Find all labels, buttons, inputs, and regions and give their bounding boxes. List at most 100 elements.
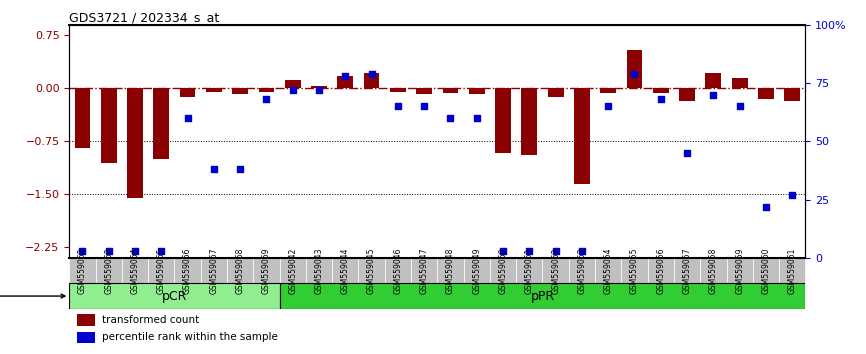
Bar <box>77 314 95 326</box>
Bar <box>547 88 564 97</box>
Bar <box>627 50 643 88</box>
FancyBboxPatch shape <box>437 258 463 283</box>
Text: GSM559053: GSM559053 <box>578 247 586 294</box>
Text: transformed count: transformed count <box>102 315 200 325</box>
Bar <box>180 88 196 97</box>
Point <box>312 87 326 93</box>
Point <box>496 248 510 254</box>
Text: GSM559044: GSM559044 <box>341 247 350 294</box>
FancyBboxPatch shape <box>542 258 569 283</box>
Text: GSM559042: GSM559042 <box>288 247 297 294</box>
Bar <box>364 73 379 88</box>
Text: GSM559062: GSM559062 <box>78 247 87 294</box>
FancyBboxPatch shape <box>280 283 805 309</box>
Bar <box>206 88 222 92</box>
Text: GSM559048: GSM559048 <box>446 247 455 294</box>
Bar <box>443 88 458 93</box>
Bar <box>153 88 169 159</box>
FancyBboxPatch shape <box>674 258 701 283</box>
Text: GSM559045: GSM559045 <box>367 247 376 294</box>
FancyBboxPatch shape <box>622 258 648 283</box>
FancyBboxPatch shape <box>385 258 411 283</box>
Text: pCR: pCR <box>162 290 187 303</box>
Text: GSM559059: GSM559059 <box>735 247 744 294</box>
Text: GSM559052: GSM559052 <box>551 247 560 294</box>
Text: GSM559046: GSM559046 <box>393 247 403 294</box>
Text: percentile rank within the sample: percentile rank within the sample <box>102 332 278 342</box>
FancyBboxPatch shape <box>253 258 280 283</box>
FancyBboxPatch shape <box>95 258 122 283</box>
Text: GSM559060: GSM559060 <box>761 247 771 294</box>
Bar <box>706 73 721 88</box>
Text: GSM559067: GSM559067 <box>210 247 218 294</box>
Bar <box>469 88 485 94</box>
Text: GSM559063: GSM559063 <box>104 247 113 294</box>
Point <box>365 71 378 76</box>
Bar <box>679 88 695 101</box>
FancyBboxPatch shape <box>333 258 359 283</box>
Point <box>549 248 563 254</box>
Point <box>522 248 536 254</box>
Point <box>575 248 589 254</box>
FancyBboxPatch shape <box>490 258 516 283</box>
Point <box>102 248 116 254</box>
FancyBboxPatch shape <box>69 283 280 309</box>
Bar <box>732 78 747 88</box>
Bar <box>495 88 511 153</box>
Bar <box>100 88 117 162</box>
FancyBboxPatch shape <box>411 258 437 283</box>
Point <box>391 103 404 109</box>
Point <box>759 204 772 210</box>
Text: GSM559055: GSM559055 <box>630 247 639 294</box>
FancyBboxPatch shape <box>201 258 227 283</box>
Text: GSM559049: GSM559049 <box>472 247 481 294</box>
Text: GDS3721 / 202334_s_at: GDS3721 / 202334_s_at <box>69 11 219 24</box>
Point <box>286 87 300 93</box>
Text: GSM559061: GSM559061 <box>788 247 797 294</box>
FancyBboxPatch shape <box>463 258 490 283</box>
FancyBboxPatch shape <box>69 258 95 283</box>
FancyBboxPatch shape <box>648 258 674 283</box>
Bar <box>77 332 95 343</box>
FancyBboxPatch shape <box>122 258 148 283</box>
Point <box>628 71 642 76</box>
Bar <box>74 88 90 148</box>
Text: GSM559065: GSM559065 <box>157 247 165 294</box>
Point <box>128 248 142 254</box>
Text: disease state: disease state <box>0 291 65 301</box>
FancyBboxPatch shape <box>306 258 333 283</box>
Point <box>654 97 668 102</box>
FancyBboxPatch shape <box>174 258 201 283</box>
Bar <box>653 88 669 93</box>
Text: GSM559043: GSM559043 <box>314 247 324 294</box>
Text: GSM559069: GSM559069 <box>262 247 271 294</box>
Bar <box>785 88 800 101</box>
Point <box>417 103 431 109</box>
Text: GSM559064: GSM559064 <box>131 247 139 294</box>
Text: GSM559054: GSM559054 <box>604 247 613 294</box>
Point <box>443 115 457 121</box>
Point <box>733 103 746 109</box>
Text: GSM559051: GSM559051 <box>525 247 533 294</box>
Point <box>154 248 168 254</box>
Point <box>707 92 721 98</box>
FancyBboxPatch shape <box>569 258 595 283</box>
Bar <box>311 86 326 88</box>
Point <box>601 103 615 109</box>
Bar <box>390 88 406 92</box>
Bar <box>600 88 616 93</box>
Bar <box>758 88 774 99</box>
Text: pPR: pPR <box>530 290 554 303</box>
Bar <box>521 88 537 155</box>
FancyBboxPatch shape <box>727 258 753 283</box>
Text: GSM559047: GSM559047 <box>420 247 429 294</box>
Point <box>181 115 195 121</box>
Bar <box>338 76 353 88</box>
FancyBboxPatch shape <box>227 258 253 283</box>
FancyBboxPatch shape <box>701 258 727 283</box>
Point <box>785 192 799 198</box>
Text: GSM559058: GSM559058 <box>709 247 718 294</box>
FancyBboxPatch shape <box>516 258 542 283</box>
FancyBboxPatch shape <box>359 258 385 283</box>
Bar <box>259 88 275 92</box>
